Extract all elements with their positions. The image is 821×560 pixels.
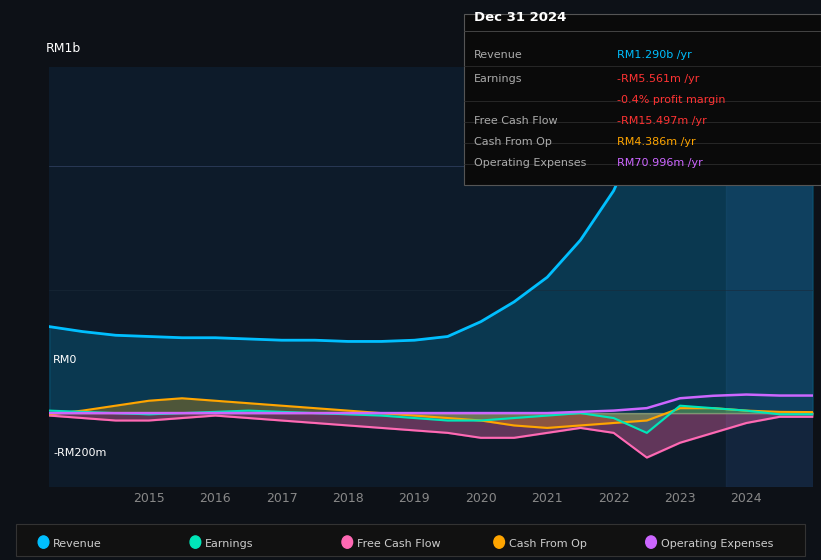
Text: Revenue: Revenue (53, 539, 102, 549)
Text: Earnings: Earnings (474, 74, 522, 85)
Bar (727, 67, 813, 487)
Text: RM1b: RM1b (45, 41, 80, 54)
Text: -0.4% profit margin: -0.4% profit margin (617, 95, 726, 105)
Text: -RM15.497m /yr: -RM15.497m /yr (617, 116, 707, 126)
Text: Free Cash Flow: Free Cash Flow (474, 116, 557, 126)
Text: RM1.290b /yr: RM1.290b /yr (617, 50, 692, 60)
Text: Earnings: Earnings (205, 539, 254, 549)
Text: Dec 31 2024: Dec 31 2024 (474, 11, 566, 24)
Text: Operating Expenses: Operating Expenses (661, 539, 773, 549)
Text: Revenue: Revenue (474, 50, 522, 60)
Text: RM70.996m /yr: RM70.996m /yr (617, 158, 703, 168)
Text: RM0: RM0 (53, 355, 77, 365)
Text: RM4.386m /yr: RM4.386m /yr (617, 137, 696, 147)
Text: -RM5.561m /yr: -RM5.561m /yr (617, 74, 699, 85)
Text: -RM200m: -RM200m (53, 448, 107, 458)
Text: Operating Expenses: Operating Expenses (474, 158, 586, 168)
Text: Cash From Op: Cash From Op (474, 137, 552, 147)
Text: Cash From Op: Cash From Op (509, 539, 587, 549)
Text: Free Cash Flow: Free Cash Flow (357, 539, 441, 549)
